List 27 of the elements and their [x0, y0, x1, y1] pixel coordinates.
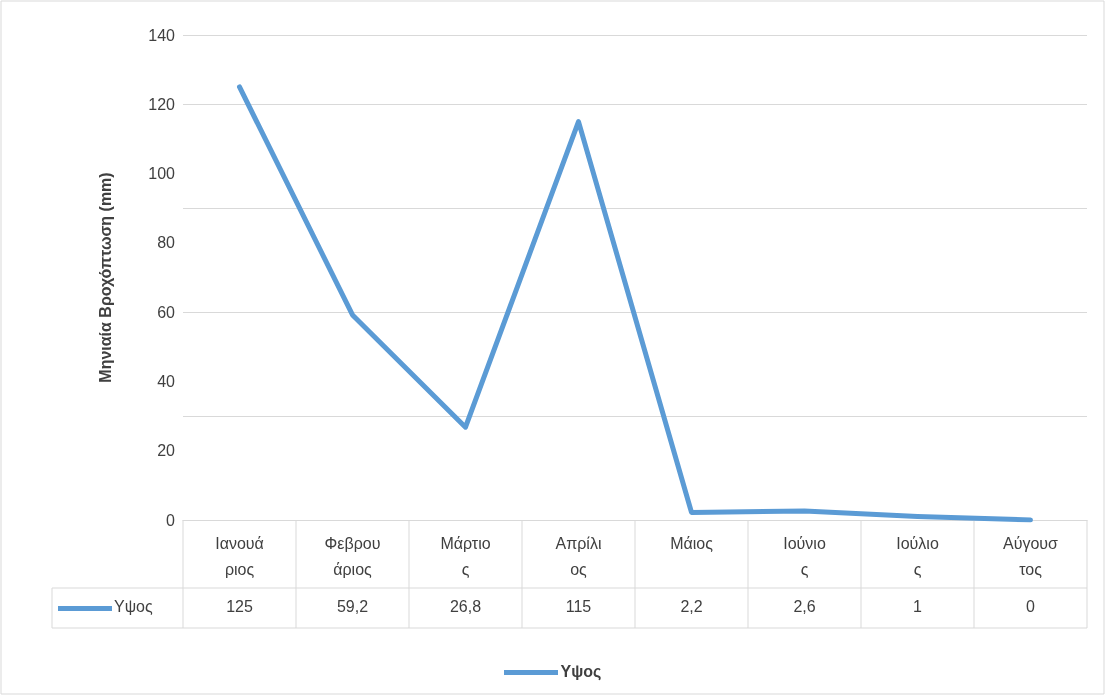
x-tick-label: Ιανουάριος — [215, 534, 264, 578]
data-label: 115 — [564, 598, 593, 617]
y-tick-label: 0 — [166, 511, 176, 529]
x-tick-label: Ιούλιος — [896, 534, 939, 578]
y-tick-label: 80 — [157, 234, 176, 252]
data-label: 0 — [1025, 598, 1036, 617]
y-tick-label: 40 — [157, 372, 176, 390]
x-tick-label: Φεβρουάριος — [324, 534, 381, 578]
y-tick-label: 140 — [148, 26, 176, 44]
legend-label: Υψος — [114, 598, 153, 617]
y-axis-title: Μηνιαία Βροχόπτωση (mm) — [96, 172, 114, 383]
x-tick-label: Μάιος — [670, 534, 714, 552]
text: Υψος — [560, 663, 602, 680]
x-tick-label: Αύγουστος — [1003, 534, 1059, 578]
data-label: 1 — [912, 598, 923, 617]
y-tick-label: 100 — [148, 165, 176, 183]
x-tick-label: Ιούνιος — [783, 534, 826, 578]
data-label: 26,8 — [448, 598, 483, 617]
data-label: 59,2 — [335, 598, 370, 617]
x-tick-label: Απρίλιος — [555, 534, 602, 578]
y-tick-label: 60 — [157, 303, 176, 321]
data-label: 125 — [225, 598, 254, 617]
data-label: 2,6 — [792, 598, 817, 617]
x-tick-label: Μάρτιος — [440, 534, 491, 578]
data-label: 2,2 — [679, 598, 704, 617]
y-tick-label: 20 — [157, 442, 176, 460]
y-tick-label: 120 — [148, 95, 176, 113]
